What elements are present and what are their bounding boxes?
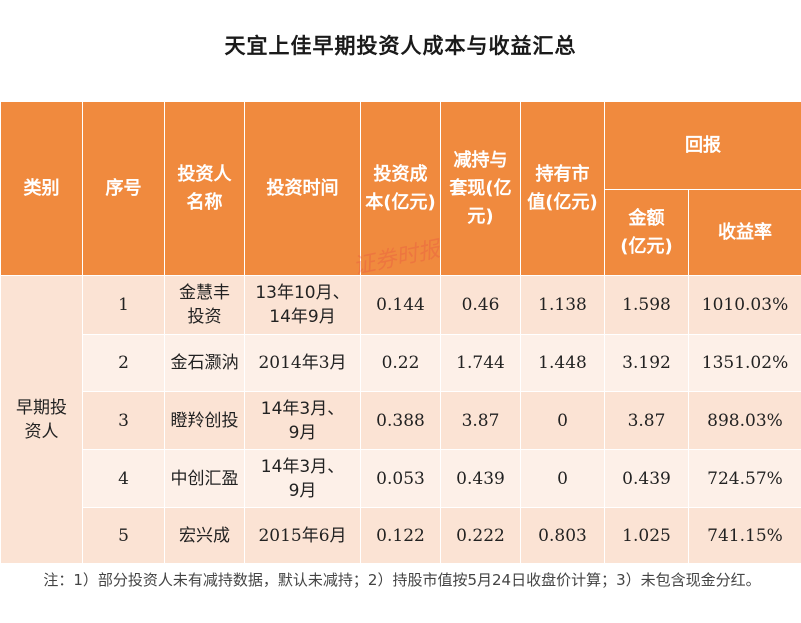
- yield-cell: 741.15%: [688, 507, 801, 564]
- cost-cell: 0.22: [360, 334, 441, 392]
- market-value-cell: 0: [520, 449, 605, 508]
- reduce-cell: 3.87: [440, 391, 521, 450]
- header-cost: 投资成本(亿元): [360, 101, 441, 276]
- cost-cell: 0.144: [360, 275, 441, 335]
- reduce-cell: 1.744: [440, 334, 521, 392]
- amount-cell: 0.439: [604, 449, 689, 508]
- amount-cell: 3.87: [604, 391, 689, 450]
- amount-cell: 3.192: [604, 334, 689, 392]
- header-yield: 收益率: [688, 189, 801, 276]
- serial-cell: 3: [82, 391, 165, 450]
- reduce-cell: 0.46: [440, 275, 521, 335]
- cost-cell: 0.053: [360, 449, 441, 508]
- market-value-cell: 0.803: [520, 507, 605, 564]
- reduce-cell: 0.222: [440, 507, 521, 564]
- cost-cell: 0.388: [360, 391, 441, 450]
- serial-cell: 1: [82, 275, 165, 335]
- header-reduce: 减持与套现(亿元): [440, 101, 521, 276]
- header-investor: 投资人名称: [164, 101, 245, 276]
- time-cell: 14年3月、9月: [244, 449, 361, 508]
- market-value-cell: 1.448: [520, 334, 605, 392]
- yield-cell: 724.57%: [688, 449, 801, 508]
- page-title: 天宜上佳早期投资人成本与收益汇总: [224, 34, 577, 58]
- investor-cell: 中创汇盈: [164, 449, 245, 508]
- time-cell: 2015年6月: [244, 507, 361, 564]
- time-cell: 2014年3月: [244, 334, 361, 392]
- market-value-cell: 1.138: [520, 275, 605, 335]
- header-amount: 金额(亿元): [604, 189, 689, 276]
- serial-cell: 2: [82, 334, 165, 392]
- header-category: 类别: [0, 101, 83, 276]
- category-cell: 早期投资人: [0, 275, 83, 564]
- yield-cell: 898.03%: [688, 391, 801, 450]
- investor-cell: 金石灏汭: [164, 334, 245, 392]
- investor-cell: 宏兴成: [164, 507, 245, 564]
- investor-cell: 瞪羚创投: [164, 391, 245, 450]
- time-cell: 14年3月、9月: [244, 391, 361, 450]
- header-return: 回报: [604, 101, 801, 190]
- header-market-value: 持有市值(亿元): [520, 101, 605, 276]
- time-cell: 13年10月、14年9月: [244, 275, 361, 335]
- yield-cell: 1010.03%: [688, 275, 801, 335]
- investor-cell: 金慧丰投资: [164, 275, 245, 335]
- cost-cell: 0.122: [360, 507, 441, 564]
- header-serial: 序号: [82, 101, 165, 276]
- footnote: 注：1）部分投资人未有减持数据，默认未减持；2）持股市值按5月24日收盘价计算；…: [43, 571, 761, 589]
- yield-cell: 1351.02%: [688, 334, 801, 392]
- reduce-cell: 0.439: [440, 449, 521, 508]
- serial-cell: 5: [82, 507, 165, 564]
- header-time: 投资时间: [244, 101, 361, 276]
- amount-cell: 1.598: [604, 275, 689, 335]
- amount-cell: 1.025: [604, 507, 689, 564]
- serial-cell: 4: [82, 449, 165, 508]
- summary-table: 类别 序号 投资人名称 投资时间 投资成本(亿元) 减持与套现(亿元) 持有市值…: [0, 101, 801, 564]
- market-value-cell: 0: [520, 391, 605, 450]
